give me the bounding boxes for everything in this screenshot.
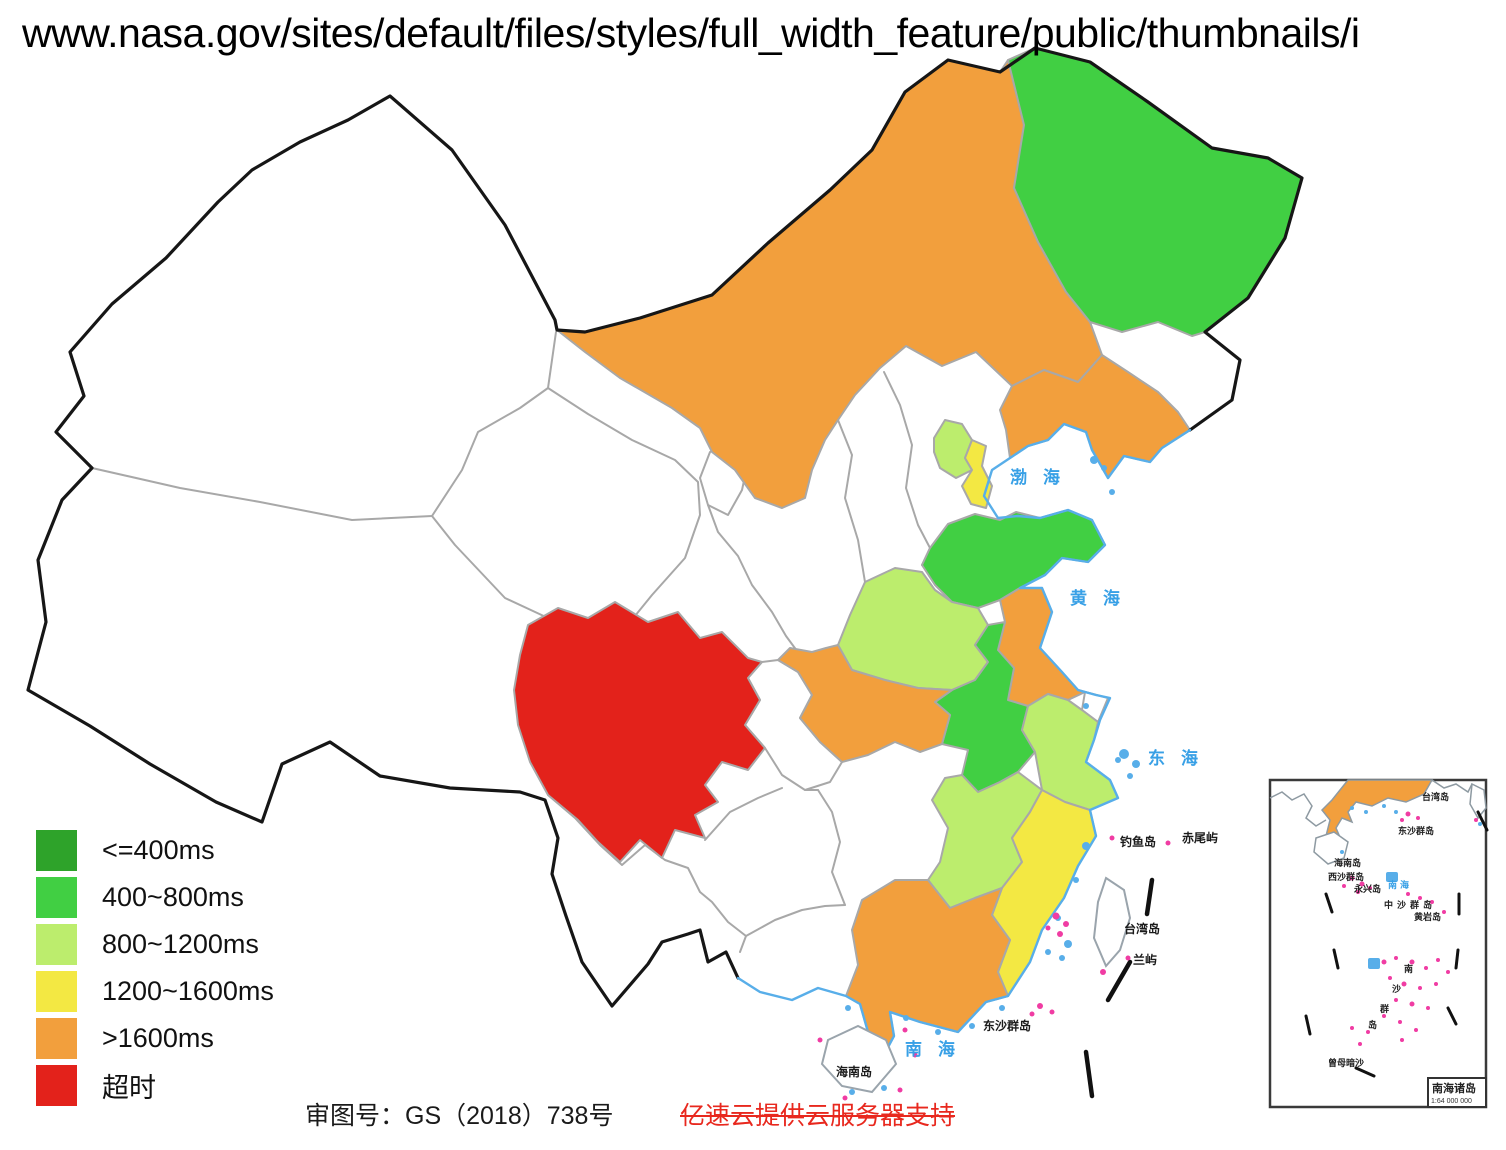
inset-guangdong	[1320, 779, 1434, 852]
inset-box-scale: 1:64 000 000	[1431, 1098, 1472, 1105]
inset-label-nansha-2: 沙	[1392, 984, 1401, 994]
sea-labels: 渤海 黄海 东海 南海	[905, 467, 1214, 1059]
inset-label-hainan: 海南岛	[1334, 857, 1361, 868]
url-text[interactable]: www.nasa.gov/sites/default/files/styles/…	[22, 10, 1360, 56]
taiwan-island	[1092, 876, 1132, 968]
latency-legend: <=400ms 400~800ms 800~1200ms 1200~1600ms…	[36, 830, 274, 1112]
border-qinghai-gansu	[547, 387, 701, 633]
legend-row: <=400ms	[36, 830, 274, 871]
border-xinjiang-south	[91, 467, 433, 521]
inset-scale-box: 南海诸岛 1:64 000 000	[1427, 1077, 1487, 1108]
label-dongsha-qundao: 东沙群岛	[983, 1018, 1031, 1033]
inset-label-nansha-4: 岛	[1368, 1019, 1377, 1030]
legend-swatch-le400	[36, 830, 77, 871]
inset-label-huangyan: 黄岩岛	[1414, 911, 1441, 922]
legend-swatch-1200-1600	[36, 971, 77, 1012]
legend-row: 1200~1600ms	[36, 971, 274, 1012]
legend-swatch-400-800	[36, 877, 77, 918]
border-guizhou-guangxi	[745, 904, 846, 937]
inset-coast-east	[1431, 779, 1473, 794]
legend-swatch-timeout	[36, 1065, 77, 1106]
legend-swatch-gt1600	[36, 1018, 77, 1059]
dash-line-segments	[1083, 877, 1155, 1099]
inset-label-taiwan: 台湾岛	[1422, 791, 1449, 802]
coast-dots-blue	[845, 456, 1140, 1095]
label-chiweiyu: 赤尾屿	[1182, 830, 1218, 845]
border-guizhou-hunan	[817, 789, 846, 906]
inset-coast-west	[1269, 791, 1327, 827]
provinces-colored	[513, 47, 1303, 1063]
island-dots-pink	[817, 835, 1171, 1101]
border-shaanxi-shanxi	[837, 419, 866, 583]
hainan-island	[820, 1024, 898, 1094]
inset-pink-islets	[1342, 811, 1478, 1046]
inset-blue-patches	[1340, 804, 1482, 969]
map-approval-number: 审图号：GS（2018）738号	[305, 1102, 614, 1130]
sea-label-bohai: 渤海	[1010, 467, 1076, 487]
legend-row: 超时	[36, 1065, 274, 1106]
label-taiwandao: 台湾岛	[1124, 921, 1160, 936]
label-lanyu: 兰屿	[1133, 952, 1157, 967]
legend-row: 800~1200ms	[36, 924, 274, 965]
inset-frame	[1268, 778, 1488, 1109]
label-hainandao: 海南岛	[836, 1064, 872, 1079]
inset-label-nansha-3: 群	[1379, 1003, 1389, 1014]
sea-label-nanhai: 南海	[905, 1039, 971, 1059]
legend-label-1200-1600: 1200~1600ms	[102, 976, 274, 1006]
inset-label-zhongsha: 中沙群岛	[1384, 899, 1436, 910]
legend-label-400-800: 400~800ms	[102, 882, 244, 912]
border-guizhou-north	[704, 787, 783, 841]
sea-label-donghai: 东海	[1148, 748, 1214, 768]
south-china-sea-inset: 台湾岛 东沙群岛 海南岛 西沙群岛 永兴岛 中沙群岛 黄岩岛 南海 南 沙 群 …	[1268, 778, 1489, 1109]
inset-label-xisha: 西沙群岛	[1328, 871, 1364, 882]
provider-credit: 亿速云提供云服务器支持	[680, 1102, 956, 1130]
inset-label-zengmu: 曾母暗沙	[1328, 1057, 1364, 1068]
inset-labels: 台湾岛 东沙群岛 海南岛 西沙群岛 永兴岛 中沙群岛 黄岩岛 南海 南 沙 群 …	[1328, 791, 1449, 1068]
inset-taiwan	[1469, 782, 1487, 820]
national-border	[26, 46, 1304, 1008]
label-diaoyudao: 钓鱼岛	[1120, 834, 1156, 849]
island-labels: 钓鱼岛 赤尾屿 台湾岛 兰屿 东沙群岛 海南岛	[836, 830, 1218, 1079]
inset-label-yongxing: 永兴岛	[1353, 883, 1381, 894]
inset-hainan	[1313, 831, 1349, 865]
inset-box-title: 南海诸岛	[1432, 1081, 1476, 1095]
sea-label-huanghai: 黄海	[1070, 588, 1136, 608]
legend-row: 400~800ms	[36, 877, 274, 918]
inset-label-nanhai: 南海	[1388, 879, 1412, 890]
coastline	[736, 422, 1192, 1064]
inset-label-dongsha: 东沙群岛	[1398, 825, 1434, 836]
province-hubei	[777, 644, 953, 763]
inset-dashes	[1304, 810, 1489, 1078]
legend-label-800-1200: 800~1200ms	[102, 929, 259, 959]
legend-label-le400: <=400ms	[102, 835, 215, 865]
legend-label-timeout: 超时	[102, 1073, 156, 1103]
border-xinjiang-east	[431, 331, 557, 517]
border-gansu-shaanxi	[707, 504, 801, 656]
province-sichuan	[513, 601, 766, 863]
inset-label-nansha-1: 南	[1404, 963, 1413, 974]
legend-swatch-800-1200	[36, 924, 77, 965]
legend-label-gt1600: >1600ms	[102, 1023, 214, 1053]
legend-row: >1600ms	[36, 1018, 274, 1059]
